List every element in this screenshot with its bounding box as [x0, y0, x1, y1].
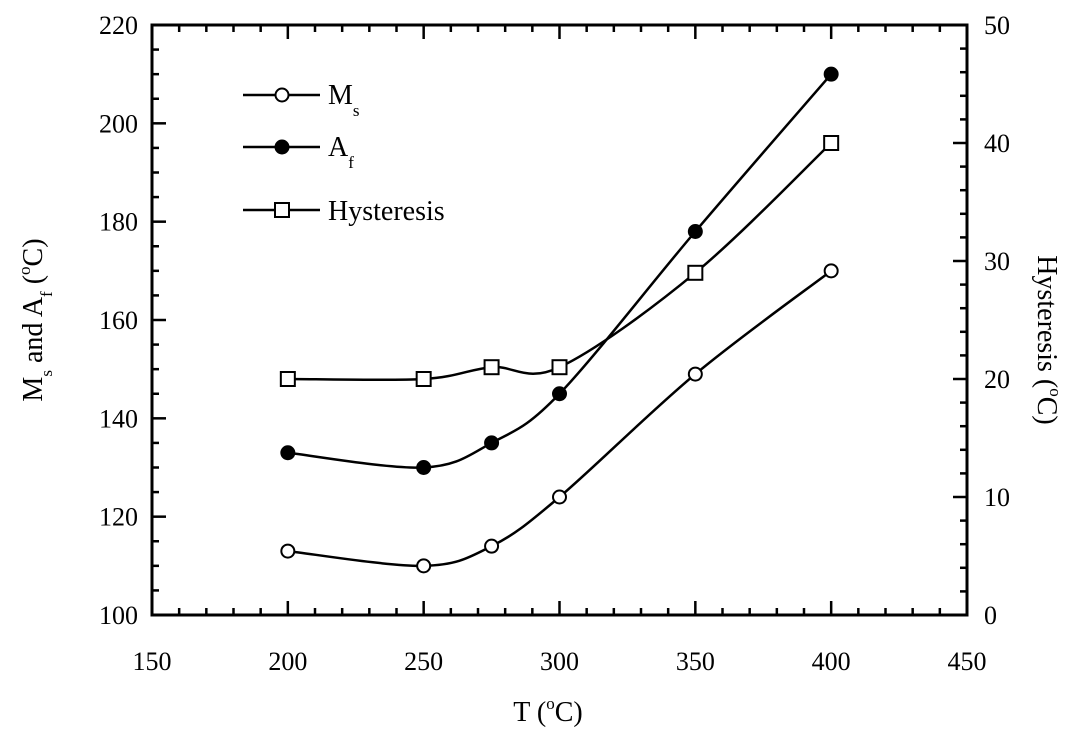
data-point-hysteresis — [551, 359, 568, 376]
series-line-ms — [287, 269, 832, 568]
x-tick-label: 250 — [404, 647, 443, 676]
plot-frame — [150, 23, 969, 617]
data-point-ms — [552, 489, 567, 505]
y-axis-left-title: Ms and Af (oC) — [15, 238, 56, 401]
series-markers — [279, 66, 840, 574]
data-point-af — [416, 460, 432, 475]
x-tick-label: 350 — [676, 647, 715, 676]
data-point-ms — [823, 263, 839, 279]
legend-marker-af — [274, 139, 290, 155]
y-right-tick-label: 30 — [984, 247, 1010, 276]
axis-tick-labels: 150 200 250 300 350 400 4501001201401601802002… — [99, 11, 1010, 676]
y-left-tick-label: 120 — [99, 503, 138, 532]
x-tick-label: 150 — [133, 647, 172, 676]
legend-label-af: Af — [328, 132, 354, 172]
legend-entry-hysteresis: Hysteresis — [243, 196, 445, 227]
data-point-ms — [280, 543, 296, 559]
data-point-ms — [416, 558, 432, 574]
x-axis-title: T (oC) — [513, 694, 582, 728]
data-point-hysteresis — [279, 371, 296, 387]
y-left-tick-label: 100 — [99, 601, 138, 630]
y-right-tick-label: 10 — [984, 483, 1010, 512]
data-point-ms — [687, 366, 703, 382]
y-axis-right-title: Hysteresis (oC) — [1031, 255, 1065, 424]
y-left-tick-label: 220 — [99, 11, 138, 40]
data-point-af — [484, 435, 500, 451]
y-left-tick-label: 200 — [99, 109, 138, 138]
y-right-tick-label: 0 — [984, 601, 997, 630]
y-right-tick-label: 50 — [984, 11, 1010, 40]
axis-ticks — [150, 23, 969, 617]
data-point-af — [687, 224, 703, 239]
x-tick-label: 450 — [948, 647, 987, 676]
x-tick-label: 400 — [812, 647, 851, 676]
legend-entry-ms: Ms — [243, 80, 360, 120]
data-point-hysteresis — [687, 264, 704, 281]
legend-marker-hysteresis — [274, 202, 290, 218]
series-line-hysteresis — [287, 142, 833, 382]
legend-label-hysteresis: Hysteresis — [328, 196, 445, 227]
legend: Ms Af Hysteresis — [243, 80, 445, 227]
y-right-tick-label: 40 — [984, 129, 1010, 158]
series-line-af — [287, 73, 833, 469]
legend-entry-af: Af — [243, 132, 354, 172]
data-point-hysteresis — [415, 371, 432, 387]
y-left-tick-label: 140 — [99, 404, 138, 433]
y-right-tick-label: 20 — [984, 365, 1010, 394]
y-left-tick-label: 180 — [99, 208, 138, 237]
legend-label-ms: Ms — [328, 80, 360, 120]
data-point-hysteresis — [823, 135, 840, 151]
x-tick-label: 200 — [268, 647, 307, 676]
data-point-hysteresis — [483, 359, 500, 376]
data-point-af — [280, 445, 296, 461]
data-point-ms — [484, 538, 500, 554]
data-point-af — [552, 386, 567, 402]
legend-marker-ms — [274, 87, 290, 103]
x-tick-label: 300 — [540, 647, 579, 676]
data-point-af — [823, 66, 839, 82]
y-left-tick-label: 160 — [99, 306, 138, 335]
